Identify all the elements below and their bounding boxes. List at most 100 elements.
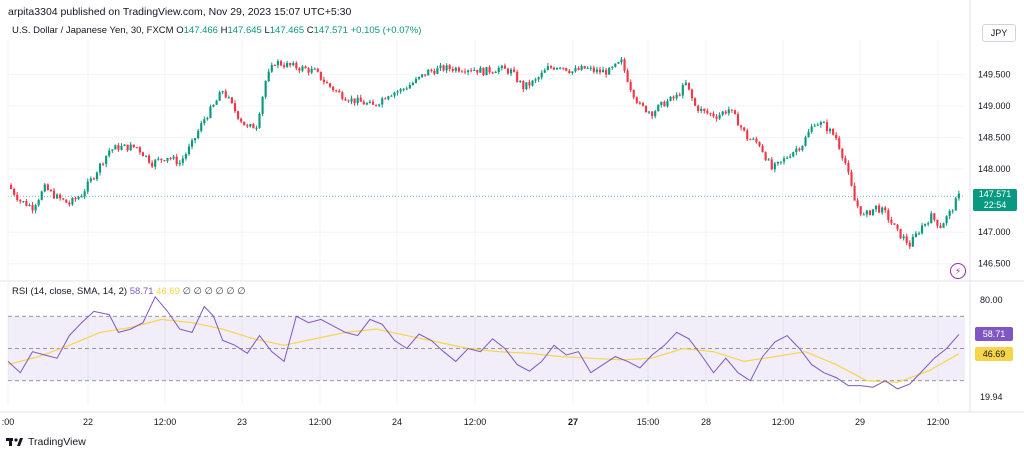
rsi-layer: [7, 295, 965, 390]
candle-body: [531, 80, 534, 86]
candle-body: [335, 90, 338, 92]
candle-body: [825, 122, 829, 132]
candle-body: [319, 71, 322, 80]
candle-body: [890, 219, 893, 224]
candle-body: [936, 219, 939, 226]
candle-body: [356, 97, 359, 104]
rsi-tick-label: 19.94: [980, 392, 1003, 402]
candle-body: [187, 146, 191, 155]
candle-body: [703, 108, 706, 112]
candle-body: [37, 199, 40, 206]
candle-body: [34, 205, 37, 211]
candle-body: [451, 69, 454, 71]
candle-body: [684, 82, 687, 86]
candle-body: [850, 172, 853, 186]
candle-body: [144, 155, 148, 157]
candle-body: [559, 67, 562, 69]
candle-body: [896, 224, 899, 229]
candle-body: [83, 191, 86, 197]
candle-body: [841, 148, 844, 159]
candle-body: [221, 91, 224, 93]
bar-countdown: 22:54: [983, 200, 1007, 210]
candle-body: [519, 81, 522, 83]
price-axis: 149.500 149.000 148.500 148.000 147.000 146.5…: [978, 70, 1011, 269]
footer-brand[interactable]: TradingView: [6, 436, 86, 448]
candle-body: [552, 67, 556, 70]
time-tick-label: 12:00: [772, 417, 795, 427]
candle-body: [25, 201, 28, 206]
candle-body: [712, 113, 715, 117]
candle-body: [233, 103, 237, 112]
candle-body: [933, 213, 936, 220]
candle-body: [200, 123, 203, 131]
candle-body: [393, 92, 396, 96]
candle-body: [71, 198, 74, 205]
time-tick-label: 28: [701, 417, 711, 427]
high-label: H: [220, 25, 228, 36]
candle-body: [114, 145, 117, 150]
candle-body: [338, 90, 341, 93]
candle-body: [948, 210, 951, 217]
symbol-legend: U.S. Dollar / Japanese Yen, 30, FXCM O14…: [12, 25, 421, 36]
candle-body: [390, 95, 393, 97]
candle-body: [555, 67, 559, 70]
candle-body: [141, 152, 145, 157]
candle-body: [920, 225, 924, 234]
candle-body: [663, 101, 666, 107]
candle-body: [215, 100, 218, 105]
candle-body: [255, 127, 258, 129]
candle-body: [325, 82, 329, 84]
candle-body: [175, 156, 178, 165]
rsi-extra-1: ∅: [193, 286, 202, 297]
time-tick-label: 12:00: [154, 417, 177, 427]
candle-body: [908, 242, 911, 247]
grid-lines: [0, 0, 1024, 413]
candle-body: [59, 194, 62, 199]
candle-body: [494, 72, 497, 74]
candle-body: [405, 88, 408, 90]
candle-body: [206, 117, 209, 120]
sma-legend-value: 46.69: [156, 286, 180, 297]
candle-body: [246, 125, 249, 127]
candle-body: [592, 67, 595, 72]
candle-body: [598, 69, 602, 73]
candle-body: [924, 223, 927, 226]
candle-body: [209, 106, 212, 118]
candle-body: [43, 184, 46, 192]
price-tick-label: 148.500: [978, 133, 1011, 143]
lightning-icon[interactable]: ⚡: [950, 263, 966, 279]
candle-body: [295, 62, 298, 69]
candle-body: [525, 82, 528, 90]
candle-body: [92, 178, 95, 180]
candle-body: [770, 159, 773, 170]
currency-button[interactable]: JPY: [982, 24, 1016, 42]
candle-body: [543, 70, 546, 73]
candle-body: [801, 145, 804, 151]
candle-body: [562, 67, 565, 69]
candle-body: [672, 96, 675, 99]
candle-body: [218, 92, 221, 101]
candle-body: [516, 71, 519, 82]
candle-body: [651, 111, 654, 117]
time-tick-label: 23: [237, 417, 247, 427]
candle-body: [884, 207, 887, 211]
candle-body: [951, 210, 954, 212]
candle-body: [503, 65, 506, 69]
candle-body: [132, 144, 135, 148]
close-label: C: [306, 25, 314, 36]
current-price: 147.571: [978, 189, 1012, 199]
candle-body: [157, 158, 160, 160]
candle-body: [470, 70, 473, 72]
candle-body: [421, 74, 424, 77]
candle-body: [868, 210, 871, 215]
candle-body: [427, 69, 430, 76]
candle-body: [635, 97, 638, 103]
candle-body: [371, 101, 375, 105]
time-tick-label: 24: [392, 417, 402, 427]
candle-body: [368, 101, 372, 104]
candle-body: [568, 70, 571, 73]
candle-body: [792, 152, 795, 157]
time-tick-label: 29: [855, 417, 865, 427]
candle-body: [881, 207, 884, 213]
